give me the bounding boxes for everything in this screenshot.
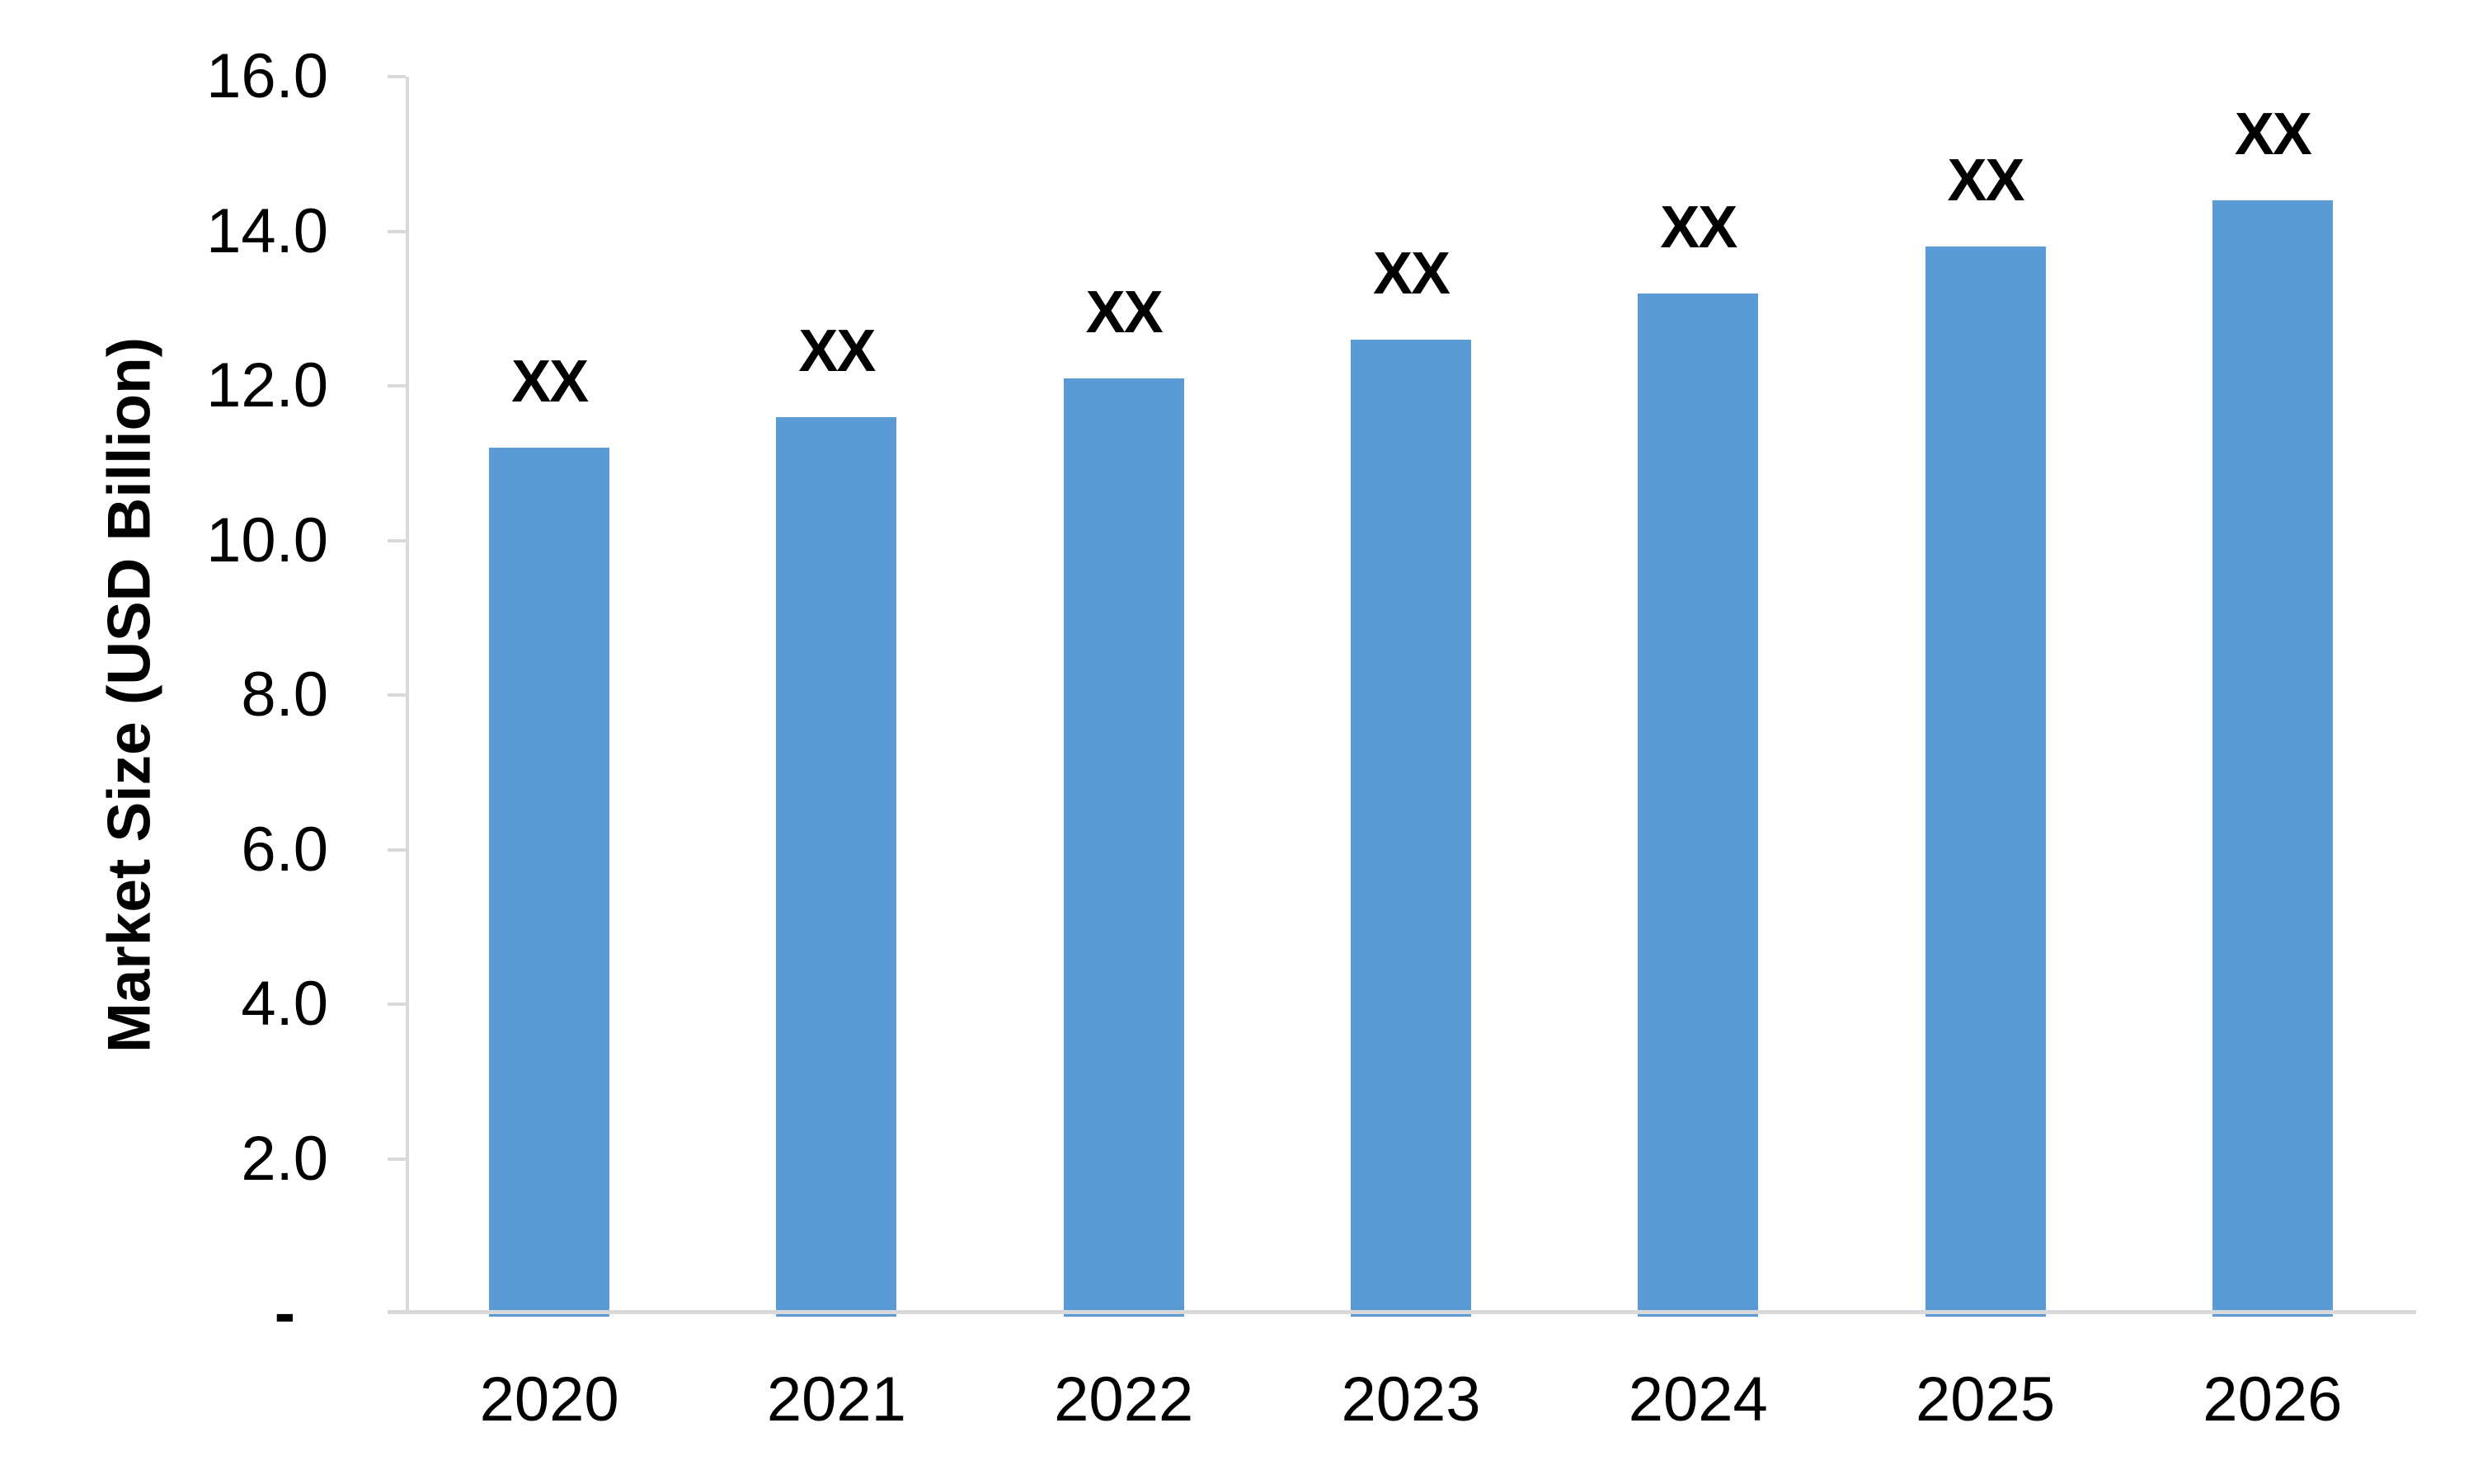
x-tick-label: 2026 — [2203, 1364, 2343, 1435]
y-axis-tick — [388, 848, 406, 852]
y-tick-label: 2.0 — [241, 1123, 328, 1194]
y-tick-label: 14.0 — [206, 195, 328, 266]
bar — [1638, 293, 1759, 1317]
bar-value-label: XX — [1947, 148, 2025, 214]
y-tick-label: 8.0 — [241, 660, 328, 730]
bar-value-label: XX — [2234, 101, 2312, 167]
y-tick-label: 12.0 — [206, 350, 328, 420]
y-tick-label: 10.0 — [206, 505, 328, 575]
x-tick-label: 2022 — [1054, 1364, 1194, 1435]
x-tick-label: 2023 — [1341, 1364, 1481, 1435]
bar-value-label: XX — [1085, 279, 1164, 345]
bar — [489, 448, 610, 1317]
y-axis-tick — [388, 693, 406, 697]
x-tick-label: 2025 — [1916, 1364, 2056, 1435]
bar — [1925, 247, 2046, 1317]
x-tick-label: 2024 — [1628, 1364, 1768, 1435]
y-tick-label: - — [274, 1278, 295, 1348]
y-tick-label: 4.0 — [241, 969, 328, 1039]
x-tick-label: 2021 — [766, 1364, 906, 1435]
y-axis-tick — [388, 538, 406, 542]
bar — [776, 416, 897, 1317]
bar-value-label: XX — [1372, 240, 1451, 307]
bar-value-label: XX — [798, 317, 876, 384]
bar-value-label: XX — [511, 349, 589, 415]
x-axis-line — [388, 1310, 2416, 1314]
y-axis-title: Market Size (USD Billion) — [96, 336, 163, 1054]
y-tick-label: 6.0 — [241, 814, 328, 885]
bar — [2212, 200, 2333, 1317]
y-axis-tick — [388, 229, 406, 233]
y-tick-label: 16.0 — [206, 41, 328, 111]
plot-area: XX XX XX XX XX XX XX 2020 2021 2022 2023 2024 2025 2… — [388, 75, 2416, 1435]
x-tick-label: 2020 — [479, 1364, 619, 1435]
bar — [1351, 339, 1471, 1317]
bar-value-label: XX — [1660, 194, 1737, 261]
y-axis-tick — [388, 384, 406, 387]
y-axis-tick — [388, 1003, 406, 1006]
bar — [1063, 378, 1184, 1317]
y-axis-line — [406, 77, 409, 1313]
y-axis-tick — [388, 1157, 406, 1161]
y-axis-tick — [388, 75, 406, 78]
